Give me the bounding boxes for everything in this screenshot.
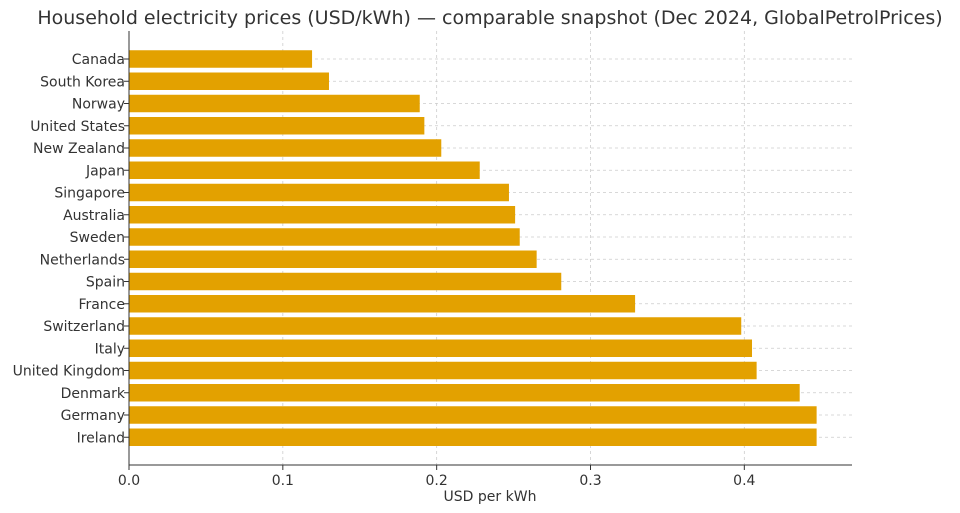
bars bbox=[129, 50, 817, 446]
y-tick-label: Sweden bbox=[70, 230, 125, 246]
y-tick-label: Germany bbox=[61, 408, 125, 424]
y-axis-ticks: Canada South Korea Norway United States New … bbox=[13, 52, 129, 446]
bar bbox=[129, 161, 480, 179]
x-tick-label: 0.0 bbox=[118, 473, 140, 489]
y-tick-label: United States bbox=[30, 119, 125, 135]
chart-title: Household electricity prices (USD/kWh) —… bbox=[37, 7, 942, 29]
x-tick-label: 0.4 bbox=[733, 473, 755, 489]
bar bbox=[129, 72, 329, 90]
y-tick-label: Italy bbox=[95, 341, 125, 357]
bar bbox=[129, 406, 817, 424]
bar bbox=[129, 295, 636, 313]
bar bbox=[129, 428, 817, 446]
bar bbox=[129, 228, 520, 246]
bar bbox=[129, 361, 757, 380]
x-axis-label: USD per kWh bbox=[444, 489, 537, 505]
y-tick-label: Netherlands bbox=[40, 252, 125, 268]
bar bbox=[129, 183, 509, 202]
bar bbox=[129, 339, 753, 357]
y-tick-label: Canada bbox=[72, 52, 125, 68]
x-tick-label: 0.1 bbox=[272, 473, 294, 489]
bar bbox=[129, 206, 516, 224]
x-axis-ticks: 0.0 0.1 0.2 0.3 0.4 bbox=[118, 465, 756, 489]
y-tick-label: France bbox=[78, 297, 125, 313]
bar bbox=[129, 250, 537, 268]
bar bbox=[129, 384, 800, 402]
bar bbox=[129, 94, 420, 113]
y-tick-label: Switzerland bbox=[43, 319, 125, 335]
bar bbox=[129, 50, 313, 68]
y-tick-label: Spain bbox=[86, 275, 125, 291]
y-tick-label: Ireland bbox=[77, 430, 125, 446]
bar bbox=[129, 139, 442, 157]
bar bbox=[129, 317, 742, 335]
y-tick-label: Singapore bbox=[54, 186, 125, 202]
bar bbox=[129, 272, 562, 291]
y-tick-label: Australia bbox=[63, 208, 125, 224]
y-tick-label: South Korea bbox=[40, 74, 125, 90]
bar bbox=[129, 117, 425, 135]
x-tick-label: 0.3 bbox=[579, 473, 601, 489]
y-tick-label: Japan bbox=[85, 163, 125, 179]
y-tick-label: Denmark bbox=[61, 386, 126, 402]
y-tick-label: Norway bbox=[72, 97, 125, 113]
y-tick-label: New Zealand bbox=[33, 141, 125, 157]
x-tick-label: 0.2 bbox=[426, 473, 448, 489]
y-tick-label: United Kingdom bbox=[13, 364, 125, 380]
